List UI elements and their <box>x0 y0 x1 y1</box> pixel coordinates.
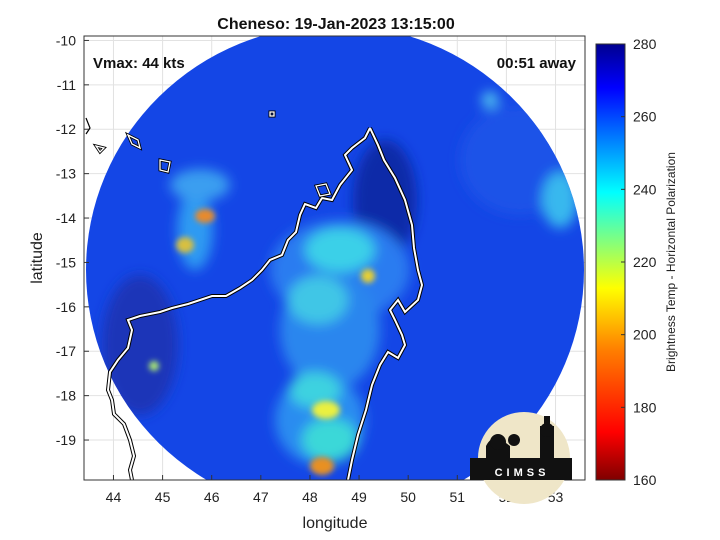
x-tick-label: 45 <box>155 489 171 505</box>
colorbar-label: Brightness Temp - Horizontal Polarizatio… <box>664 152 678 372</box>
y-tick-label: -17 <box>56 343 76 359</box>
colorbar-tick-label: 220 <box>633 254 657 270</box>
x-axis-label: longitude <box>303 515 368 532</box>
colorbar-tick-label: 160 <box>633 472 657 488</box>
chart-title: Cheneso: 19-Jan-2023 13:15:00 <box>217 16 455 33</box>
y-tick-label: -18 <box>56 388 76 404</box>
y-tick-label: -19 <box>56 432 76 448</box>
colorbar-tick-label: 240 <box>633 181 657 197</box>
x-tick-label: 49 <box>351 489 367 505</box>
colorbar-tick-label: 280 <box>633 36 657 52</box>
y-tick-label: -12 <box>56 121 76 137</box>
x-tick-label: 48 <box>302 489 318 505</box>
colorbar-ticks: 280 260 240 220 200 180 160 <box>621 36 657 488</box>
y-axis-label: latitude <box>29 232 46 284</box>
y-tick-label: -11 <box>57 77 76 93</box>
cimss-logo: CIMSS <box>470 412 572 504</box>
time-away-annotation: 00:51 away <box>497 55 577 72</box>
brightness-temperature-swath <box>86 36 584 480</box>
colorbar-tick-label: 180 <box>633 399 657 415</box>
x-tick-label: 47 <box>253 489 269 505</box>
x-tick-label: 50 <box>400 489 416 505</box>
x-tick-label: 46 <box>204 489 220 505</box>
colorbar-tick-label: 200 <box>633 327 657 343</box>
y-tick-label: -16 <box>56 299 76 315</box>
plot-frame <box>83 35 586 481</box>
y-tick-label: -14 <box>56 210 76 226</box>
y-tick-label: -15 <box>56 254 76 270</box>
y-tick-label: -13 <box>56 166 76 182</box>
madagascar-coastline <box>85 110 425 480</box>
colorbar-tick-label: 260 <box>633 109 657 125</box>
logo-text: CIMSS <box>495 467 550 479</box>
x-tick-label: 44 <box>106 489 122 505</box>
colorbar <box>595 43 626 481</box>
x-tick-label: 51 <box>450 489 466 505</box>
vmax-annotation: Vmax: 44 kts <box>93 55 185 72</box>
y-axis-ticks: -10 -11 -12 -13 -14 -15 -16 -17 -18 -19 <box>56 32 89 448</box>
y-tick-label: -10 <box>56 32 76 48</box>
